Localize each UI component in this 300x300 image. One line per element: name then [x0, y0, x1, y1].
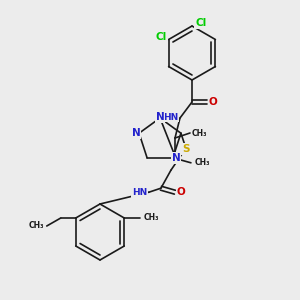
Text: N: N — [132, 128, 140, 138]
Text: CH₃: CH₃ — [28, 221, 44, 230]
Text: O: O — [176, 187, 185, 197]
Text: O: O — [208, 97, 217, 107]
Text: S: S — [182, 144, 190, 154]
Text: N: N — [172, 153, 180, 163]
Text: N: N — [156, 112, 164, 122]
Text: HN: HN — [132, 188, 147, 197]
Text: Cl: Cl — [195, 18, 206, 28]
Text: CH₃: CH₃ — [192, 128, 208, 137]
Text: CH₃: CH₃ — [195, 158, 210, 167]
Text: Cl: Cl — [155, 32, 167, 41]
Text: HN: HN — [163, 112, 178, 122]
Text: CH₃: CH₃ — [143, 214, 159, 223]
